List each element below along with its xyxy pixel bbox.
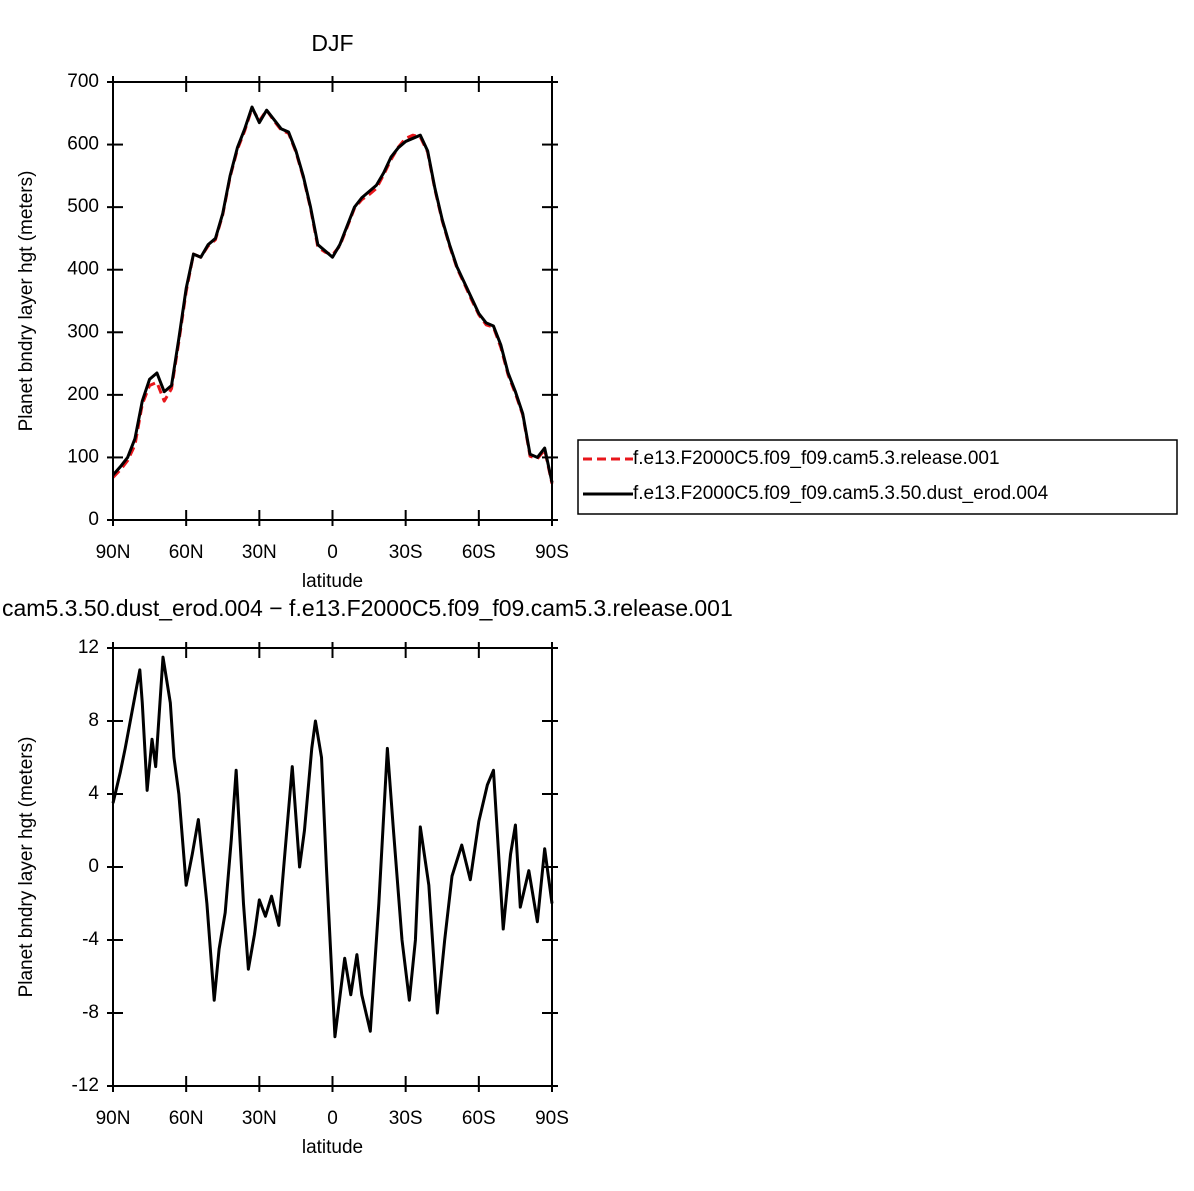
y-tick-label: 200 [67,384,99,405]
x-tick-label: 90S [535,542,569,563]
x-tick-label: 30N [242,542,277,563]
plot-frame [112,647,553,1087]
x-tick-label: 60N [169,542,204,563]
y-tick-label: -8 [82,1002,99,1023]
y-tick-label: 4 [88,783,99,804]
y-tick-label: 0 [88,509,99,530]
x-axis-label: latitude [302,1137,363,1158]
y-tick-label: 700 [67,71,99,92]
y-axis-label: Planet bndry layer hgt (meters) [16,171,37,432]
x-tick-label: 90N [96,1108,131,1129]
x-tick-label: 90N [96,542,131,563]
y-tick-label: 12 [78,637,99,658]
x-axis-label: latitude [302,571,363,592]
y-tick-label: -4 [82,929,99,950]
y-tick-label: 8 [88,710,99,731]
data-line [111,105,554,483]
y-tick-label: 300 [67,321,99,342]
x-tick-label: 0 [327,1108,338,1129]
x-tick-label: 30S [389,1108,423,1129]
legend-box [577,439,1178,515]
y-tick-label: 100 [67,446,99,467]
x-tick-label: 30S [389,542,423,563]
x-tick-label: 0 [327,542,338,563]
y-tick-label: -12 [72,1075,99,1096]
data-line [111,106,554,485]
y-tick-label: 500 [67,196,99,217]
x-tick-label: 60S [462,542,496,563]
legend-label: f.e13.F2000C5.f09_f09.cam5.3.50.dust_ero… [633,483,1049,504]
plot-frame [112,81,553,521]
y-tick-label: 400 [67,259,99,280]
y-axis-label: Planet bndry layer hgt (meters) [16,737,37,998]
x-tick-label: 30N [242,1108,277,1129]
legend-label: f.e13.F2000C5.f09_f09.cam5.3.release.001 [633,448,1000,469]
chart-title: DJF [311,30,353,56]
x-tick-label: 60N [169,1108,204,1129]
x-tick-label: 90S [535,1108,569,1129]
y-tick-label: 0 [88,856,99,877]
chart-title: cam5.3.50.dust_erod.004 − f.e13.F2000C5.… [2,595,733,621]
data-line [111,655,554,1039]
y-tick-label: 600 [67,134,99,155]
x-tick-label: 60S [462,1108,496,1129]
